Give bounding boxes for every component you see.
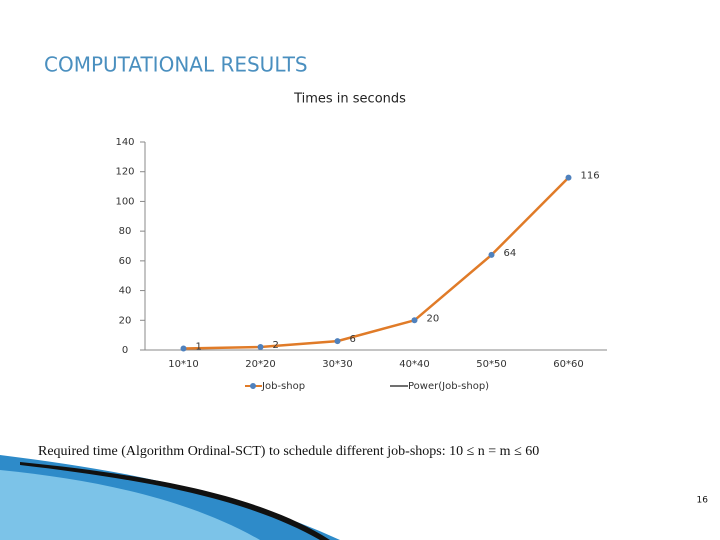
data-label: 1 — [196, 342, 202, 353]
chart-title: Times in seconds — [293, 92, 406, 107]
data-point — [488, 251, 495, 258]
y-tick-label: 80 — [119, 226, 132, 237]
data-line — [183, 176, 570, 350]
slide-title: COMPUTATIONAL RESULTS — [44, 53, 308, 77]
legend-label: Power(Job-shop) — [408, 381, 489, 392]
y-tick-label: 60 — [119, 256, 132, 267]
y-tick-label: 120 — [115, 167, 134, 178]
x-tick-label: 40*40 — [399, 359, 429, 370]
data-label: 2 — [273, 340, 279, 351]
legend-marker — [250, 383, 256, 389]
x-tick-label: 60*60 — [553, 359, 583, 370]
x-tick-label: 30*30 — [322, 359, 352, 370]
data-label: 6 — [350, 334, 356, 345]
legend-label: Job-shop — [261, 381, 305, 392]
data-label: 20 — [427, 313, 440, 324]
x-tick-label: 50*50 — [476, 359, 506, 370]
x-tick-label: 10*10 — [168, 359, 198, 370]
data-point — [334, 338, 341, 345]
data-point — [180, 345, 187, 352]
decoration — [0, 470, 260, 540]
data-point — [257, 344, 264, 351]
data-label: 64 — [504, 248, 517, 259]
y-tick-label: 40 — [119, 286, 132, 297]
page-number: 16 — [697, 496, 709, 506]
y-tick-label: 0 — [122, 345, 128, 356]
data-point — [565, 174, 572, 181]
y-tick-label: 140 — [115, 137, 134, 148]
caption: Required time (Algorithm Ordinal-SCT) to… — [38, 444, 539, 459]
data-label: 116 — [581, 171, 600, 182]
x-tick-label: 20*20 — [245, 359, 275, 370]
data-point — [411, 317, 418, 324]
y-tick-label: 20 — [119, 315, 132, 326]
y-tick-label: 100 — [115, 196, 134, 207]
